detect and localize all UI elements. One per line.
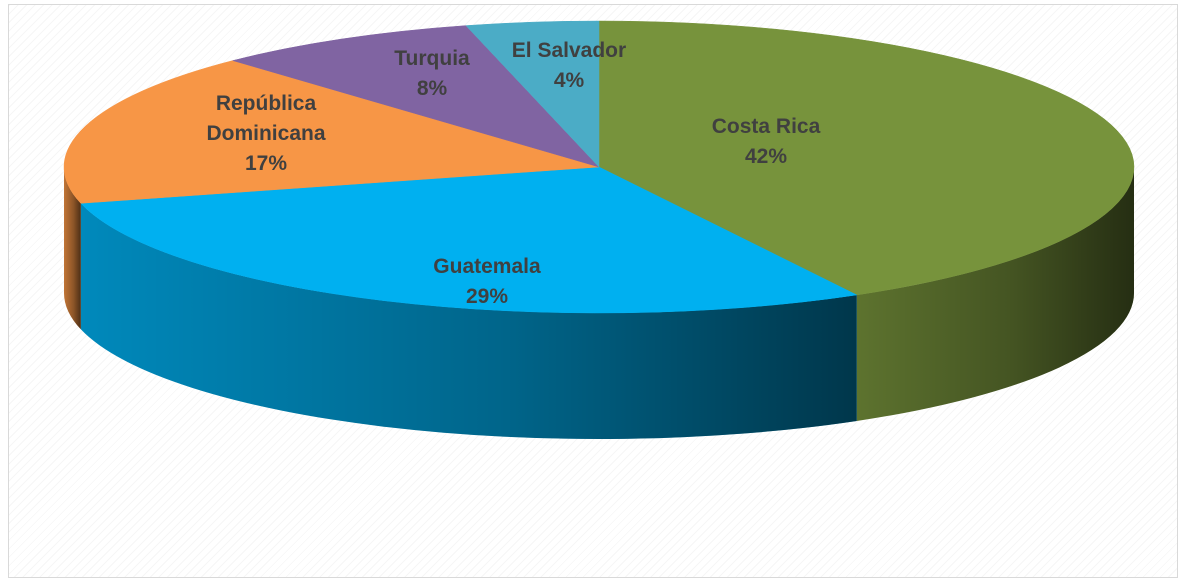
pie-chart: Costa Rica 42% Guatemala 29% República Domini… [63, 20, 1135, 440]
pie-side-shade-republica-dominicana [64, 167, 81, 330]
data-label-name-el-salvador-0: El Salvador [512, 39, 626, 62]
pie-slice-guatemala[interactable] [80, 166, 858, 314]
pie-slice-republica-dominicana[interactable] [63, 60, 600, 204]
pie-slice-turquia[interactable] [231, 25, 600, 168]
chart-area: Costa Rica 42% Guatemala 29% República Domini… [8, 4, 1178, 578]
data-label-percent-costa-rica: 42% [745, 145, 787, 168]
data-label-name-costa-rica-0: Costa Rica [712, 115, 821, 138]
data-label-percent-republica-dominicana: 17% [245, 152, 287, 175]
data-label-percent-guatemala: 29% [466, 285, 508, 308]
pie-slice-el-salvador[interactable] [465, 20, 600, 168]
data-label-name-republica-dominicana-1: Dominicana [206, 122, 325, 145]
pie-side-shade-costa-rica [856, 167, 1134, 421]
data-label-percent-el-salvador: 4% [554, 69, 585, 92]
pie-side-shade-guatemala [80, 203, 857, 440]
pie-slice-costa-rica[interactable] [598, 20, 1135, 296]
data-label-name-republica-dominicana-0: República [216, 92, 317, 115]
data-label-name-guatemala-0: Guatemala [433, 255, 541, 278]
data-label-name-turquia-0: Turquia [394, 47, 470, 70]
data-label-percent-turquia: 8% [417, 77, 448, 100]
